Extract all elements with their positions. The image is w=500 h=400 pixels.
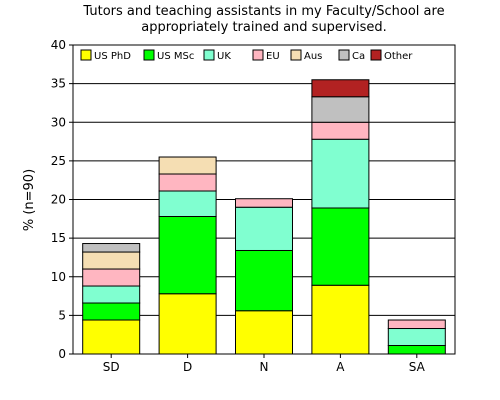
bar-segment (158, 156, 217, 175)
y-tick-label: 35 (51, 77, 66, 91)
legend-swatch (252, 49, 264, 61)
bar-segment (158, 215, 217, 295)
x-tick-label: D (183, 360, 192, 374)
legend-swatch (338, 49, 350, 61)
bar-segment (311, 96, 370, 123)
legend-swatch (370, 49, 382, 61)
bar-segment (82, 268, 141, 287)
bar-segment (311, 138, 370, 209)
bar-segment (82, 302, 141, 321)
bar-segment (311, 79, 370, 98)
y-tick-label: 15 (51, 231, 66, 245)
legend-label: Ca (352, 51, 365, 62)
bar-segment (158, 173, 217, 192)
bar-segment (387, 328, 446, 347)
bar-segment (158, 293, 217, 355)
bar-segment (235, 198, 293, 208)
legend-label: Other (384, 51, 413, 62)
y-tick-label: 25 (51, 154, 66, 168)
bar-segment (235, 206, 293, 251)
bar-segment (82, 251, 141, 270)
legend-swatch (203, 49, 215, 61)
bar-segment (82, 319, 141, 355)
y-tick-label: 30 (51, 115, 66, 129)
legend-swatch (290, 49, 302, 61)
y-tick-label: 5 (58, 308, 66, 322)
bar-segment (82, 285, 141, 304)
chart-title-line-1: Tutors and teaching assistants in my Fac… (82, 4, 444, 19)
y-tick-label: 40 (51, 38, 66, 52)
bar-segment (387, 345, 446, 355)
y-tick-label: 10 (51, 270, 66, 284)
bar-segment (311, 284, 370, 355)
bar-segment (235, 249, 293, 312)
legend-label: EU (266, 51, 280, 62)
bar-segment (387, 319, 446, 330)
y-tick-label: 20 (51, 193, 66, 207)
legend-label: US MSc (157, 51, 194, 62)
chart-title-line-2: appropriately trained and supervised. (141, 20, 387, 35)
x-tick-label: N (260, 360, 269, 374)
x-tick-label: A (336, 360, 345, 374)
legend-label: UK (217, 51, 231, 62)
x-tick-label: SA (409, 360, 426, 374)
bar-segment (82, 243, 141, 253)
legend-label: US PhD (94, 51, 131, 62)
legend-swatch (80, 49, 92, 61)
bar-segment (311, 121, 370, 140)
legend-label: Aus (304, 51, 322, 62)
y-tick-label: 0 (58, 347, 66, 361)
y-axis-label: % (n=90) (22, 169, 37, 231)
x-tick-label: SD (103, 360, 120, 374)
plot-area: 0 5 10 15 20 25 30 35 40 SD D N A SA (51, 38, 456, 374)
bar-segment (311, 207, 370, 286)
bar-segment (235, 310, 293, 355)
legend-swatch (143, 49, 155, 61)
legend: US PhD US MSc UK EU Aus Ca Other (80, 49, 413, 62)
bar-segment (158, 190, 217, 217)
